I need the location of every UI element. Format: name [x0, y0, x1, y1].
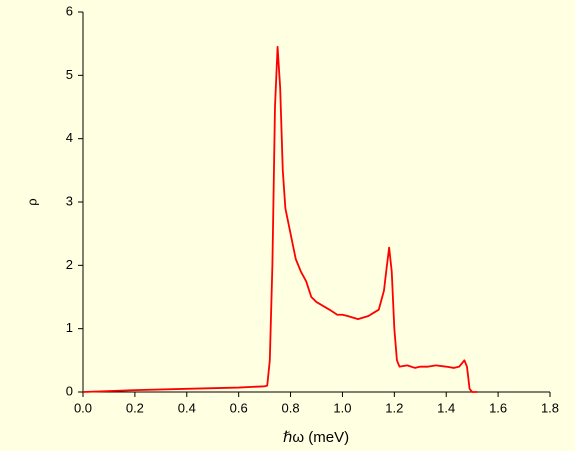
x-tick-label: 0.0: [74, 400, 92, 415]
x-tick-label: 1.4: [437, 400, 455, 415]
x-tick-label: 1.0: [333, 400, 351, 415]
x-axis-label: ℏω (meV): [283, 429, 349, 446]
x-tick-label: 0.8: [282, 400, 300, 415]
y-tick-label: 5: [66, 67, 73, 82]
y-tick-label: 6: [66, 3, 73, 18]
y-tick-label: 0: [66, 383, 73, 398]
y-tick-label: 1: [66, 320, 73, 335]
x-tick-label: 1.8: [541, 400, 559, 415]
x-tick-label: 0.6: [230, 400, 248, 415]
x-tick-label: 1.2: [385, 400, 403, 415]
y-tick-label: 2: [66, 257, 73, 272]
x-tick-label: 0.2: [126, 400, 144, 415]
x-tick-label: 0.4: [178, 400, 196, 415]
y-axis-label: ρ: [24, 198, 39, 205]
x-tick-label: 1.6: [489, 400, 507, 415]
y-tick-label: 3: [66, 193, 73, 208]
data-line: [82, 45, 478, 393]
y-tick-label: 4: [66, 130, 73, 145]
